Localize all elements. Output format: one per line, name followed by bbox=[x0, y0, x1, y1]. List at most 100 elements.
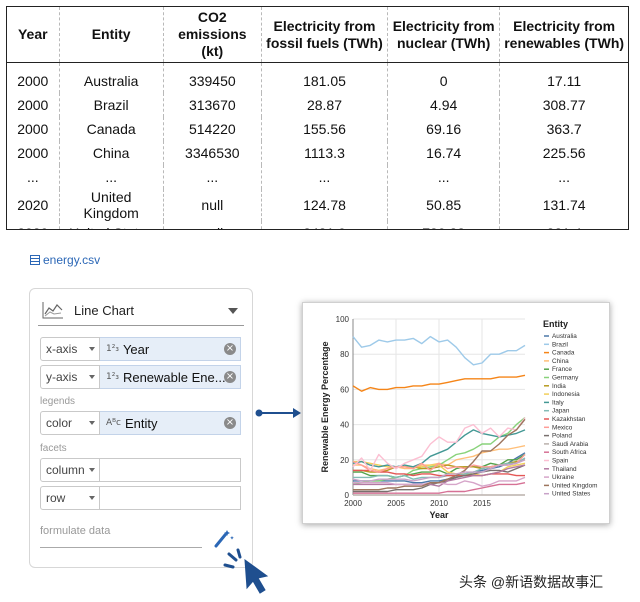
table-cell: 0 bbox=[387, 62, 500, 93]
color-field-name: Entity bbox=[125, 415, 158, 431]
file-name: energy.csv bbox=[43, 253, 101, 267]
y-tick-label: 80 bbox=[340, 350, 349, 359]
y-axis-channel-select[interactable]: y-axis bbox=[40, 365, 100, 389]
table-cell: 2431.9 bbox=[260, 221, 388, 229]
chart-type-label: Line Chart bbox=[74, 302, 134, 318]
table-row: 2020 United Kingdom null 124.78 50.85 131.74 bbox=[7, 189, 628, 221]
legend-label: Brazil bbox=[552, 341, 568, 348]
dropdown-caret-icon bbox=[89, 421, 95, 425]
dataset-file-label[interactable]: energy.csv bbox=[30, 253, 100, 267]
legend-label: India bbox=[552, 383, 566, 390]
table-cell: ... bbox=[162, 165, 262, 189]
dropdown-caret-icon bbox=[89, 496, 95, 500]
table-cell: ... bbox=[58, 165, 164, 189]
line-chart: 0 20 40 60 80 100 2000 2005 2010 2015 Year Renewabl… bbox=[320, 315, 597, 520]
formulate-placeholder: formulate data bbox=[40, 525, 111, 537]
mouse-cursor-icon bbox=[223, 548, 269, 594]
table-cell: 363.7 bbox=[499, 117, 628, 141]
row-encoding: row bbox=[40, 486, 241, 510]
column-header: Entity bbox=[58, 7, 164, 63]
series-line-spain bbox=[352, 417, 526, 472]
table-cell: Canada bbox=[58, 117, 164, 141]
series-line-united-kingdom bbox=[353, 418, 526, 491]
column-channel-select[interactable]: column bbox=[40, 458, 100, 482]
series-line-thailand bbox=[353, 464, 526, 487]
table-cell: ... bbox=[499, 165, 628, 189]
y-axis-field[interactable]: 1²₃ Renewable Ene... × bbox=[100, 365, 241, 389]
series-line-italy bbox=[352, 429, 526, 468]
table-cell: 50.85 bbox=[387, 189, 500, 221]
table-cell: 2020 bbox=[7, 221, 59, 229]
x-tick-label: 2015 bbox=[473, 499, 491, 508]
table-cell: 2000 bbox=[17, 121, 49, 137]
y-tick-label: 40 bbox=[340, 421, 349, 430]
color-field[interactable]: Aᴮc Entity × bbox=[100, 411, 241, 435]
table-cell: 28.87 bbox=[260, 93, 388, 117]
table-icon bbox=[30, 255, 40, 265]
table-cell: 131.74 bbox=[499, 189, 628, 221]
legend-label: Italy bbox=[552, 399, 565, 406]
magic-wand-icon[interactable] bbox=[213, 528, 235, 548]
table-row: 2000 Brazil 313670 28.87 4.94 308.77 bbox=[7, 93, 628, 117]
table-cell: Brazil bbox=[58, 93, 164, 117]
table-row: 2000 Australia 339450 181.05 0 17.11 bbox=[7, 62, 628, 93]
clear-icon[interactable]: × bbox=[224, 417, 236, 429]
channel-label: row bbox=[46, 491, 66, 505]
dropdown-caret-icon bbox=[89, 468, 95, 472]
legends-section-label: legends bbox=[40, 396, 76, 407]
legend-label: South Africa bbox=[552, 449, 587, 456]
table-cell: 2020 bbox=[17, 197, 49, 213]
series-line-united-states bbox=[352, 459, 526, 482]
series-line-south-africa bbox=[353, 482, 526, 494]
table-cell: 225.56 bbox=[499, 141, 628, 165]
x-axis-channel-select[interactable]: x-axis bbox=[40, 337, 100, 361]
table-cell: ... bbox=[387, 165, 500, 189]
watermark-text: 头条 @新语数据故事汇 bbox=[459, 574, 604, 590]
table-cell: 2000 bbox=[17, 97, 49, 113]
legend-label: Germany bbox=[552, 375, 579, 382]
table-cell: 308.77 bbox=[499, 93, 628, 117]
x-axis-field[interactable]: 1²₃ Year × bbox=[100, 337, 241, 361]
column-field-dropzone[interactable] bbox=[100, 458, 241, 482]
row-field-dropzone[interactable] bbox=[100, 486, 241, 510]
legend-label: Spain bbox=[552, 458, 569, 465]
column-encoding: column bbox=[40, 458, 241, 482]
clear-icon[interactable]: × bbox=[224, 343, 236, 355]
channel-label: column bbox=[46, 463, 85, 477]
y-tick-label: 20 bbox=[340, 456, 349, 465]
y-axis-title: Renewable Energy Percentage bbox=[320, 341, 330, 472]
numeric-type-icon: 1²₃ bbox=[106, 344, 119, 354]
encoding-panel: Line Chart x-axis 1²₃ Year × y-axis 1²₃ … bbox=[29, 288, 253, 568]
dropdown-caret-icon bbox=[89, 375, 95, 379]
table-cell: 1113.3 bbox=[260, 141, 388, 165]
legend-label: Japan bbox=[552, 408, 570, 415]
table-cell: 514220 bbox=[162, 117, 262, 141]
chevron-down-icon[interactable] bbox=[228, 308, 238, 314]
clear-icon[interactable]: × bbox=[224, 371, 236, 383]
y-tick-label: 60 bbox=[340, 385, 349, 394]
y-axis-field-name: Renewable Ene... bbox=[122, 369, 226, 385]
color-channel-select[interactable]: color bbox=[40, 411, 100, 435]
legend-label: Ukraine bbox=[552, 474, 574, 481]
table-cell: ... bbox=[26, 169, 39, 185]
facets-section-label: facets bbox=[40, 443, 67, 454]
x-tick-label: 2010 bbox=[430, 499, 448, 508]
formulate-data-input[interactable]: formulate data bbox=[40, 525, 202, 548]
table-cell: 181.05 bbox=[260, 62, 388, 93]
chart-type-select[interactable]: Line Chart bbox=[38, 295, 244, 326]
table-row: .................. bbox=[7, 165, 628, 189]
table-row: 2000 China 3346530 1113.3 16.74 225.56 bbox=[7, 141, 628, 165]
x-axis-encoding: x-axis 1²₃ Year × bbox=[40, 337, 241, 361]
row-channel-select[interactable]: row bbox=[40, 486, 100, 510]
table-cell: 17.11 bbox=[499, 62, 628, 93]
channel-label: color bbox=[46, 416, 73, 430]
x-tick-label: 2000 bbox=[344, 499, 362, 508]
column-header: CO2 emissions (kt) bbox=[162, 7, 262, 63]
table-cell: 821.4 bbox=[499, 221, 628, 229]
channel-label: y-axis bbox=[46, 370, 78, 384]
column-header: Electricity from renewables (TWh) bbox=[499, 7, 628, 63]
table-row: 2000 Canada 514220 155.56 69.16 363.7 bbox=[7, 117, 628, 141]
legend-label: Saudi Arabia bbox=[552, 441, 589, 448]
table-cell: 2000 bbox=[17, 73, 49, 89]
